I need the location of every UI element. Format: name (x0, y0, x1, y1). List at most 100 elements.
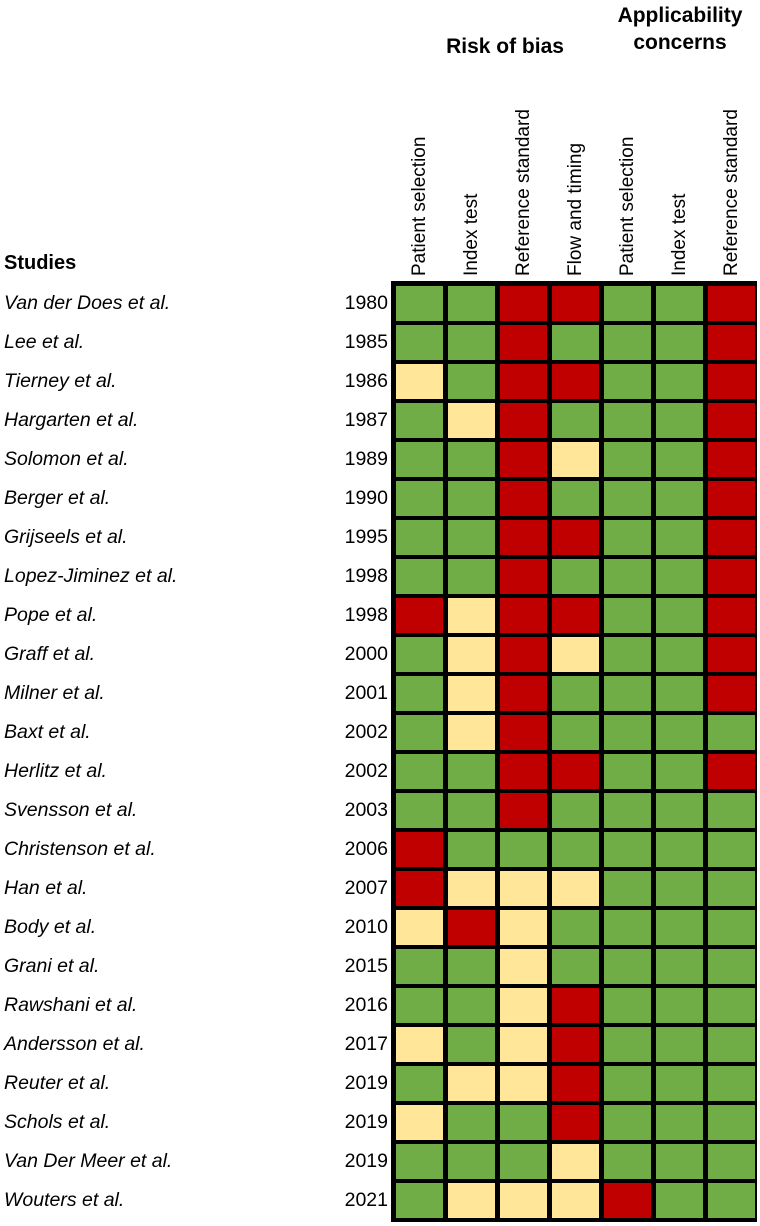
rating-cell-low (396, 325, 443, 360)
rating-cell-high (552, 1066, 599, 1101)
rating-cell-unclear (448, 637, 495, 672)
study-name: Berger et al. (4, 487, 111, 509)
rating-cell-high (552, 988, 599, 1023)
rating-cell-low (656, 871, 703, 906)
rating-cell-low (708, 910, 755, 945)
rating-cell-low (708, 1027, 755, 1062)
study-name: Wouters et al. (4, 1189, 125, 1211)
rating-cell-high (708, 442, 755, 477)
rating-cell-high (500, 442, 547, 477)
rating-cell-low (448, 1105, 495, 1140)
study-name: Christenson et al. (4, 838, 156, 860)
study-year: 2001 (344, 682, 388, 704)
study-name: Grani et al. (4, 955, 100, 977)
rating-cell-low (656, 715, 703, 750)
study-name: Body et al. (4, 916, 97, 938)
rating-cell-high (552, 598, 599, 633)
rating-cell-high (500, 286, 547, 321)
study-year: 1998 (344, 565, 388, 587)
rating-cell-low (552, 481, 599, 516)
rating-cell-low (604, 325, 651, 360)
study-name: Tierney et al. (4, 370, 117, 392)
study-name: Svensson et al. (4, 799, 138, 821)
rating-cell-low (396, 403, 443, 438)
rating-cell-low (396, 442, 443, 477)
rating-cell-low (656, 793, 703, 828)
rating-cell-high (552, 754, 599, 789)
rating-cell-low (656, 481, 703, 516)
rating-cell-unclear (448, 1183, 495, 1218)
rating-cell-low (448, 949, 495, 984)
rating-cell-low (396, 1066, 443, 1101)
study-name: Lopez-Jiminez et al. (4, 565, 178, 587)
rating-cell-low (656, 754, 703, 789)
study-name: Pope et al. (4, 604, 98, 626)
study-year: 2019 (344, 1072, 388, 1094)
column-label: Flow and timing (564, 142, 586, 276)
study-name: Herlitz et al. (4, 760, 107, 782)
study-year: 2003 (344, 799, 388, 821)
rating-cell-low (552, 325, 599, 360)
rating-cell-low (604, 988, 651, 1023)
rating-cell-low (448, 364, 495, 399)
column-label: Patient selection (408, 136, 430, 276)
rating-cell-low (552, 793, 599, 828)
study-year: 1980 (344, 292, 388, 314)
rating-cell-low (604, 520, 651, 555)
rating-cell-low (396, 754, 443, 789)
column-label: Index test (668, 193, 690, 276)
rating-cell-low (604, 637, 651, 672)
rating-cell-high (708, 754, 755, 789)
study-year: 1985 (344, 331, 388, 353)
rating-cell-high (552, 1027, 599, 1062)
rating-cell-high (708, 286, 755, 321)
rating-cell-low (396, 481, 443, 516)
rating-cell-high (500, 403, 547, 438)
rating-cell-unclear (396, 1105, 443, 1140)
study-year: 2021 (344, 1189, 388, 1211)
study-year: 1990 (344, 487, 388, 509)
rating-cell-high (500, 520, 547, 555)
rating-cell-unclear (448, 1066, 495, 1101)
rating-cell-low (656, 598, 703, 633)
rating-cell-low (448, 1027, 495, 1062)
rating-cell-unclear (500, 1027, 547, 1062)
rating-cell-high (552, 364, 599, 399)
rating-cell-low (708, 949, 755, 984)
rating-cell-high (708, 676, 755, 711)
rating-cell-low (448, 325, 495, 360)
rating-cell-high (500, 481, 547, 516)
study-year: 2017 (344, 1033, 388, 1055)
study-year: 1998 (344, 604, 388, 626)
column-label: Reference standard (720, 109, 742, 276)
rating-cell-low (396, 1144, 443, 1179)
rating-cell-high (708, 364, 755, 399)
study-year: 1989 (344, 448, 388, 470)
rating-cell-high (552, 520, 599, 555)
rating-cell-low (604, 481, 651, 516)
rating-cell-high (708, 637, 755, 672)
study-name: Lee et al. (4, 331, 85, 353)
rating-cell-low (396, 1183, 443, 1218)
rating-cell-low (656, 1066, 703, 1101)
study-year: 2016 (344, 994, 388, 1016)
rating-cell-low (500, 1105, 547, 1140)
rating-cell-low (448, 559, 495, 594)
study-name: Graff et al. (4, 643, 96, 665)
column-label: Patient selection (616, 136, 638, 276)
rating-cell-low (396, 520, 443, 555)
study-name: Hargarten et al. (4, 409, 139, 431)
rating-cell-unclear (552, 871, 599, 906)
rating-cell-low (604, 793, 651, 828)
rating-cell-low (604, 442, 651, 477)
rating-cell-high (500, 364, 547, 399)
rating-cell-low (656, 1027, 703, 1062)
rating-cell-unclear (500, 1183, 547, 1218)
rating-cell-high (500, 325, 547, 360)
rating-cell-high (500, 793, 547, 828)
study-name: Van Der Meer et al. (4, 1150, 173, 1172)
rating-cell-low (708, 1183, 755, 1218)
rating-cell-low (448, 481, 495, 516)
study-name: Rawshani et al. (4, 994, 138, 1016)
rating-cell-high (500, 559, 547, 594)
